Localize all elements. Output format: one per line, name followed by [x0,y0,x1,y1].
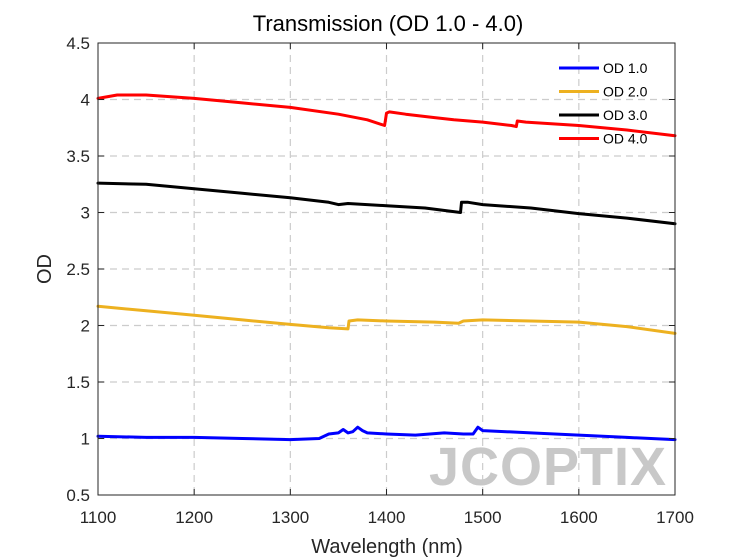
x-tick-label: 1600 [560,508,598,527]
series-line [96,181,677,226]
y-tick-label: 2.5 [66,260,90,279]
y-tick-label: 4.5 [66,34,90,53]
x-tick-label: 1500 [464,508,502,527]
series-line [96,425,677,442]
legend: OD 1.0 OD 2.0 OD 3.0 OD 4.0 [559,60,648,147]
watermark-logo: JCOPTIX [429,437,667,497]
series-lines [96,93,677,442]
x-tick-label: 1400 [368,508,406,527]
x-tick-label: 1300 [271,508,309,527]
ticks: 1100 1200 1300 1400 1500 1600 1700 0.5 1 1.5 2 2.5 3… [66,34,694,527]
x-tick-label: 1700 [656,508,694,527]
series-line [96,93,677,138]
y-tick-label: 4 [81,91,90,110]
y-tick-label: 0.5 [66,486,90,505]
x-tick-label: 1100 [80,508,117,527]
x-tick-label: 1200 [175,508,213,527]
legend-label: OD 4.0 [603,131,648,147]
x-axis-label: Wavelength (nm) [311,536,463,558]
chart-title: Transmission (OD 1.0 - 4.0) [253,11,524,36]
legend-label: OD 3.0 [603,107,648,123]
y-tick-label: 3.5 [66,147,90,166]
y-axis-label: OD [34,254,56,284]
watermark: JCOPTIX [429,437,667,497]
y-tick-label: 2 [81,317,90,336]
legend-label: OD 2.0 [603,84,648,100]
y-tick-label: 1 [81,430,90,449]
legend-label: OD 1.0 [603,60,648,76]
y-tick-label: 1.5 [66,373,90,392]
y-tick-label: 3 [81,204,90,223]
series-line [96,304,677,335]
